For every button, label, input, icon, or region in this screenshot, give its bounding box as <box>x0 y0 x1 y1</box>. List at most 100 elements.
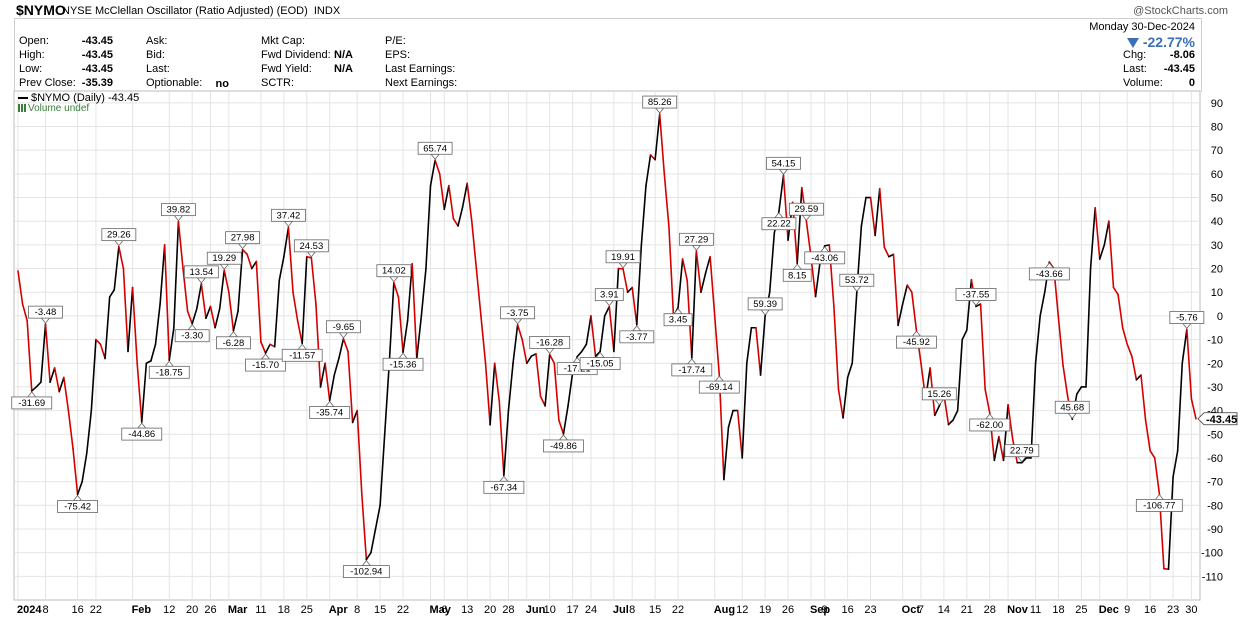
series-segment <box>603 305 611 317</box>
peak-label: -31.69 <box>18 398 45 409</box>
peak-label-box <box>782 268 812 282</box>
series-segment <box>654 113 661 161</box>
series-segment <box>736 409 744 459</box>
series-segment <box>35 381 42 388</box>
y-tick-label: 40 <box>1211 216 1223 228</box>
series-segment <box>498 400 505 477</box>
series-segment <box>608 305 615 353</box>
x-tick-label: Nov <box>1007 604 1029 616</box>
x-tick-label: 11 <box>1030 604 1041 616</box>
series-segment <box>1112 286 1119 296</box>
peak-label-box <box>101 228 137 242</box>
high-label: High: <box>19 49 45 61</box>
peak-label: 27.29 <box>684 234 708 245</box>
series-segment <box>324 362 331 402</box>
series-segment <box>296 319 303 345</box>
x-tick-label: 20 <box>484 604 496 616</box>
x-tick-label: 2024 <box>17 604 42 616</box>
series-segment <box>218 269 226 310</box>
x-tick-label: 15 <box>374 604 386 616</box>
series-segment <box>759 315 766 376</box>
peak-label: -37.55 <box>963 289 990 300</box>
series-segment <box>246 253 253 270</box>
peak-label: -5.76 <box>1176 313 1198 324</box>
peak-label: -43.66 <box>1036 269 1063 280</box>
series-segment <box>846 362 854 379</box>
series-segment <box>901 284 909 305</box>
x-tick-label: 16 <box>71 604 83 616</box>
x-tick-label: 25 <box>1075 604 1087 616</box>
series-segment <box>1039 291 1046 317</box>
peak-label: -17.74 <box>678 365 705 376</box>
series-segment <box>851 291 858 365</box>
series-segment <box>837 388 844 419</box>
series-segment <box>613 267 620 353</box>
series-segment <box>443 184 450 211</box>
peak-label: 65.74 <box>423 143 447 154</box>
series-segment <box>200 283 207 320</box>
peak-label: -49.86 <box>550 441 577 452</box>
y-tick-label: 90 <box>1211 98 1223 110</box>
series-segment <box>223 269 230 294</box>
series-segment <box>58 376 65 393</box>
peak-label-box <box>174 329 210 343</box>
series-segment <box>1103 220 1110 246</box>
x-tick-label: 16 <box>842 604 854 616</box>
series-segment <box>695 250 702 294</box>
peak-label: -44.86 <box>128 429 155 440</box>
peak-label-box <box>1004 444 1040 458</box>
series-segment <box>383 362 391 436</box>
series-segment <box>44 323 51 383</box>
series-segment <box>883 246 890 258</box>
series-segment <box>599 315 606 353</box>
x-tick-label: 26 <box>204 604 216 616</box>
series-segment <box>168 326 175 362</box>
series-segment <box>1140 374 1147 421</box>
series-segment <box>1181 328 1188 365</box>
peak-label-box <box>500 306 536 320</box>
series-segment <box>558 419 565 435</box>
chg-value: -8.06 <box>1169 49 1195 61</box>
open-value: -43.45 <box>81 35 113 47</box>
peak-label: -102.94 <box>350 567 382 578</box>
series-segment <box>622 267 629 294</box>
volume-bars-icon <box>18 104 26 113</box>
peak-label-box <box>225 231 260 245</box>
peak-label: 3.91 <box>600 290 619 301</box>
series-segment <box>484 362 491 426</box>
quote-panel: Open: -43.45 High: -43.45 Low: -43.45 Pr… <box>14 18 1202 92</box>
chart-title: NYSE McClellan Oscillator (Ratio Adjuste… <box>62 5 340 17</box>
y-tick-label: -20 <box>1207 358 1223 370</box>
y-tick-label: -70 <box>1207 477 1223 489</box>
y-tick-label: -110 <box>1202 571 1223 583</box>
peak-label: -3.77 <box>626 332 648 343</box>
peak-label-box <box>895 335 937 349</box>
peak-label-box <box>839 273 875 287</box>
series-segment <box>186 310 193 325</box>
peak-label-box <box>955 288 997 301</box>
peak-label: 53.72 <box>845 275 869 286</box>
peak-label: 54.15 <box>772 158 796 169</box>
series-segment <box>585 315 592 346</box>
series-segment <box>594 350 601 357</box>
y-tick-label: 60 <box>1211 169 1223 181</box>
x-tick-label: 23 <box>1167 604 1179 616</box>
x-tick-label: 10 <box>544 604 556 616</box>
series-segment <box>260 341 267 354</box>
series-segment <box>1186 328 1193 400</box>
series-segment <box>438 173 446 211</box>
series-segment <box>1007 404 1014 440</box>
exchange-label: INDX <box>313 5 341 17</box>
series-segment <box>333 357 340 376</box>
peak-label-box <box>11 396 53 410</box>
series-segment <box>700 272 707 294</box>
series-segment <box>553 362 560 421</box>
series-segment <box>897 303 904 327</box>
series-segment <box>328 374 336 402</box>
series-segment <box>360 492 368 561</box>
peak-label: 13.54 <box>189 267 213 278</box>
fwdyield-label: Fwd Yield: <box>261 63 312 75</box>
x-tick-label: Apr <box>329 604 349 616</box>
series-segment <box>411 263 418 360</box>
series-segment <box>576 350 583 358</box>
